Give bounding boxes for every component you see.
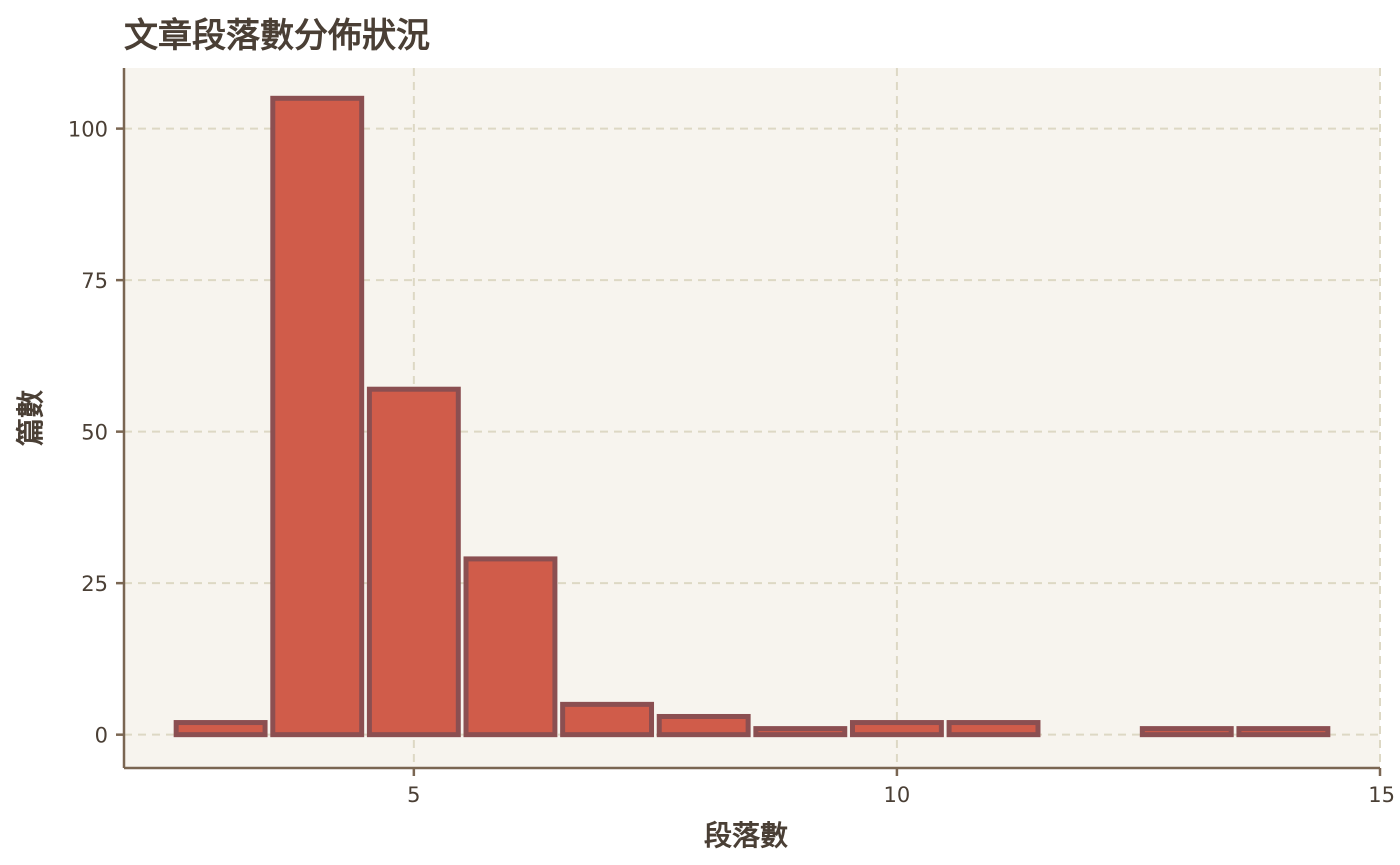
histogram-bar [270,95,365,738]
y-tick-label: 100 [68,118,108,142]
axes [116,68,1382,776]
histogram-bar [463,556,558,738]
x-tick-label: 10 [884,783,911,807]
histogram-bar [173,720,268,738]
histogram-bar [366,386,461,738]
histogram-bar [753,726,848,738]
histogram-bar [946,720,1041,738]
y-tick-label: 25 [81,572,108,596]
histogram-bar [1236,726,1331,738]
y-tick-label: 50 [81,421,108,445]
y-axis-title: 篇數 [14,390,47,446]
histogram-bar [1139,726,1234,738]
x-tick-label: 5 [407,783,420,807]
histogram-bar [560,701,655,738]
x-tick-label: 15 [1368,783,1395,807]
tick-labels: 0 25 50 75 100 5 10 15 [68,118,1395,807]
chart-title: 文章段落數分佈狀況 [124,16,430,56]
y-tick-label: 75 [81,269,108,293]
histogram-bar [849,720,944,738]
histogram-bar [656,713,751,738]
x-axis-title: 段落數 [704,819,788,852]
y-tick-label: 0 [95,724,108,748]
bars [173,95,1331,738]
